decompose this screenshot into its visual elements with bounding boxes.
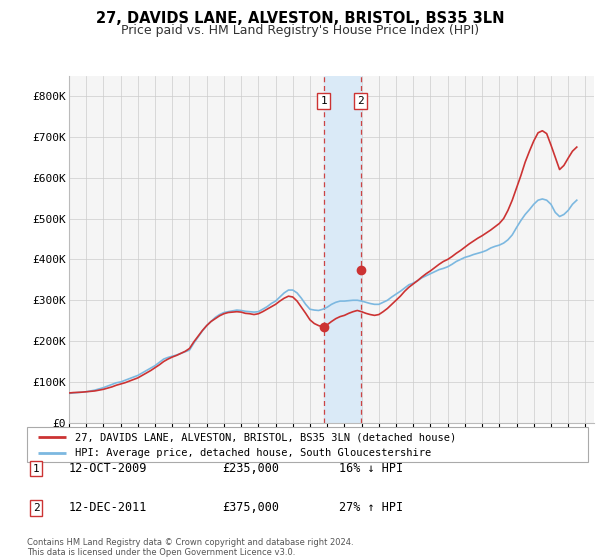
Text: HPI: Average price, detached house, South Gloucestershire: HPI: Average price, detached house, Sout… [74, 449, 431, 458]
Text: 1: 1 [320, 96, 327, 106]
Text: 27, DAVIDS LANE, ALVESTON, BRISTOL, BS35 3LN: 27, DAVIDS LANE, ALVESTON, BRISTOL, BS35… [96, 11, 504, 26]
Bar [323, 76, 361, 423]
Text: 27, DAVIDS LANE, ALVESTON, BRISTOL, BS35 3LN (detached house): 27, DAVIDS LANE, ALVESTON, BRISTOL, BS35… [74, 432, 456, 442]
Text: 2: 2 [32, 503, 40, 513]
Text: £375,000: £375,000 [222, 501, 279, 515]
Text: 1: 1 [32, 464, 40, 474]
FancyBboxPatch shape [27, 427, 588, 462]
Text: This data is licensed under the Open Government Licence v3.0.: This data is licensed under the Open Gov… [27, 548, 295, 557]
Text: 2: 2 [358, 96, 364, 106]
Text: 27% ↑ HPI: 27% ↑ HPI [339, 501, 403, 515]
Text: Contains HM Land Registry data © Crown copyright and database right 2024.: Contains HM Land Registry data © Crown c… [27, 538, 353, 547]
Text: 12-DEC-2011: 12-DEC-2011 [69, 501, 148, 515]
Text: £235,000: £235,000 [222, 462, 279, 475]
Text: Price paid vs. HM Land Registry's House Price Index (HPI): Price paid vs. HM Land Registry's House … [121, 24, 479, 37]
Text: 16% ↓ HPI: 16% ↓ HPI [339, 462, 403, 475]
Text: 12-OCT-2009: 12-OCT-2009 [69, 462, 148, 475]
